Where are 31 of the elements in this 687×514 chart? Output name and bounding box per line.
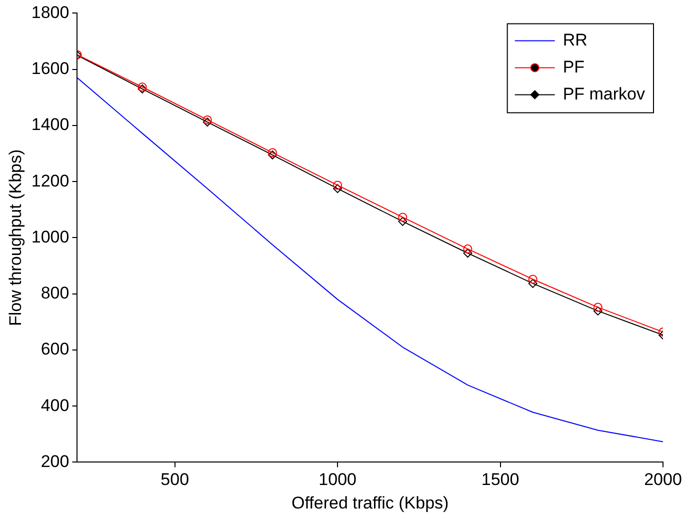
point	[202, 118, 212, 127]
y-tick-label: 600	[40, 340, 70, 359]
point	[268, 148, 277, 158]
x-tick-label: 500	[160, 470, 190, 490]
legend-label: RR	[562, 30, 588, 50]
y-tick-label: 200	[40, 452, 70, 471]
point	[593, 306, 602, 316]
legend-label: PF	[562, 57, 585, 76]
point	[463, 248, 472, 258]
x-tick-label: 1500	[481, 470, 520, 490]
y-tick-label: 1600	[31, 59, 70, 78]
x-tick-label: 2000	[644, 470, 682, 490]
point	[528, 274, 538, 284]
point	[528, 278, 538, 288]
point	[593, 302, 602, 312]
y-axis-title: Flow throughput (Kbps)	[6, 149, 25, 326]
point	[398, 216, 408, 226]
legend-label: PF markov	[562, 84, 646, 104]
point	[333, 180, 342, 190]
x-axis-title: Offered traffic (Kbps)	[292, 493, 449, 512]
y-tick-label: 400	[40, 396, 70, 415]
point	[333, 184, 342, 194]
y-tick-label: 1000	[31, 227, 70, 246]
x-tick-label: 1000	[318, 470, 356, 490]
point	[202, 115, 212, 124]
y-tick-label: 1800	[31, 2, 70, 22]
y-tick-label: 800	[40, 284, 70, 303]
y-tick-label: 1400	[31, 115, 70, 134]
y-tick-label: 1200	[31, 171, 70, 190]
point	[463, 244, 472, 254]
point	[398, 212, 408, 222]
